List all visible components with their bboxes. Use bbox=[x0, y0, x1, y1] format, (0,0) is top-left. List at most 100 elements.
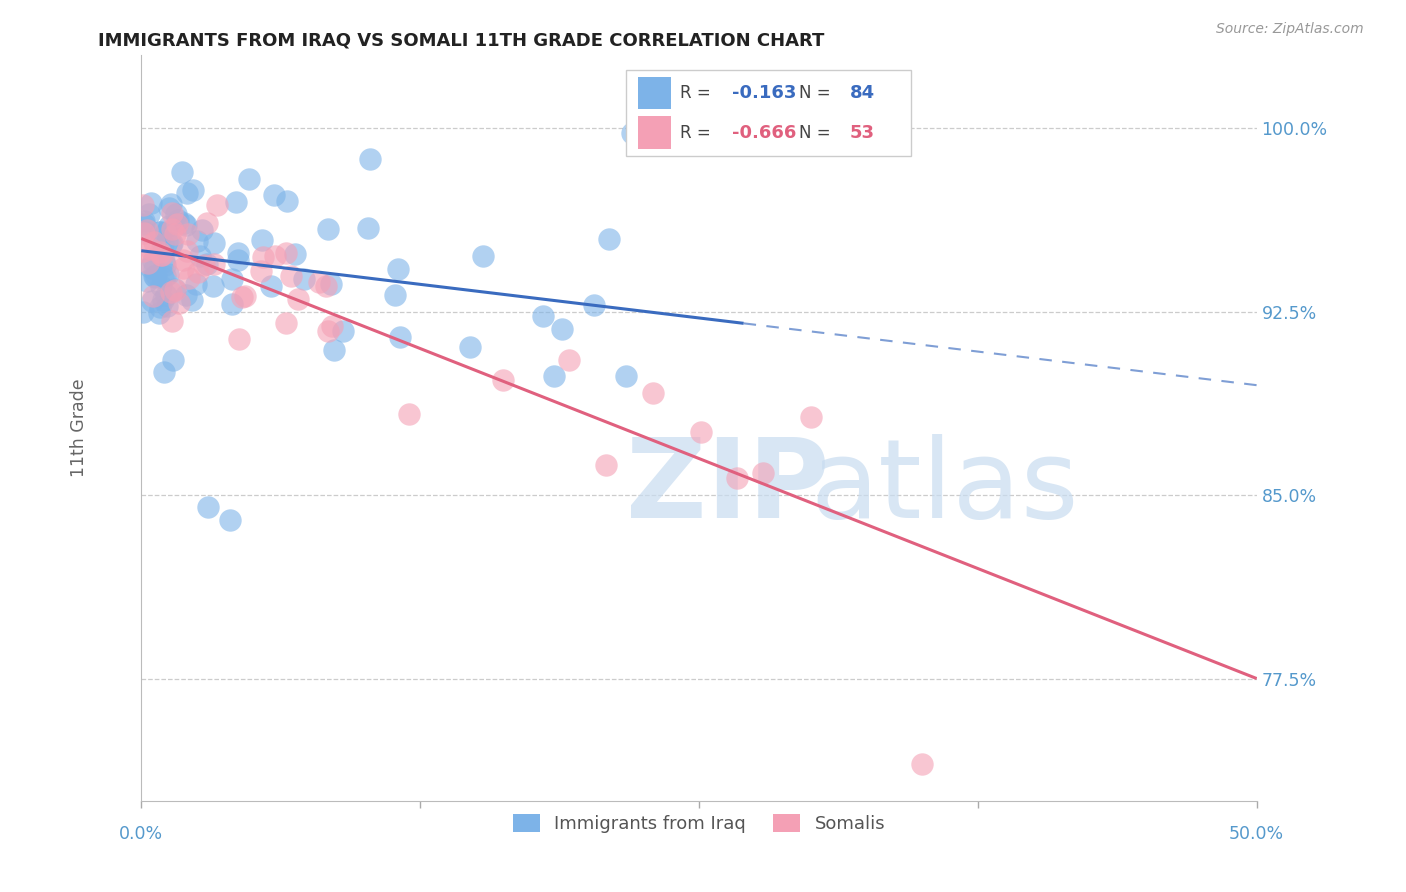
Point bbox=[238, 172, 260, 186]
Point bbox=[551, 322, 574, 336]
Point bbox=[152, 236, 174, 251]
Point bbox=[252, 250, 274, 264]
Point bbox=[160, 285, 183, 299]
Point bbox=[202, 256, 225, 270]
Point bbox=[226, 246, 249, 260]
Point bbox=[308, 275, 330, 289]
Point bbox=[471, 249, 494, 263]
Point bbox=[458, 340, 481, 354]
Point bbox=[274, 245, 297, 260]
Point bbox=[195, 215, 218, 229]
Point bbox=[176, 244, 198, 259]
Point bbox=[276, 194, 298, 208]
Point bbox=[595, 458, 617, 472]
Point bbox=[260, 278, 283, 293]
Point bbox=[221, 297, 243, 311]
Point bbox=[177, 227, 200, 241]
Point bbox=[142, 289, 165, 303]
Point bbox=[141, 293, 163, 308]
Point bbox=[142, 254, 165, 268]
Point bbox=[132, 224, 155, 238]
Point bbox=[160, 236, 183, 251]
Point bbox=[614, 368, 637, 383]
Point bbox=[799, 409, 821, 424]
Text: 53: 53 bbox=[849, 124, 875, 142]
Point bbox=[621, 127, 644, 141]
Point bbox=[157, 219, 180, 234]
Point bbox=[384, 288, 406, 302]
Point bbox=[162, 236, 184, 251]
Point bbox=[264, 249, 287, 263]
Point bbox=[911, 757, 934, 772]
Point bbox=[149, 278, 172, 293]
Text: atlas: atlas bbox=[810, 434, 1078, 541]
Point bbox=[226, 252, 249, 267]
Point bbox=[195, 257, 218, 271]
Point bbox=[197, 500, 219, 515]
Text: R =: R = bbox=[681, 84, 716, 103]
Point bbox=[219, 513, 242, 527]
Legend: Immigrants from Iraq, Somalis: Immigrants from Iraq, Somalis bbox=[506, 806, 893, 840]
Point bbox=[167, 213, 190, 227]
FancyBboxPatch shape bbox=[627, 70, 911, 156]
Point bbox=[152, 254, 174, 268]
Point bbox=[139, 243, 162, 257]
Point bbox=[148, 306, 170, 320]
Point bbox=[172, 252, 194, 267]
Point bbox=[641, 386, 664, 401]
Point bbox=[751, 466, 773, 480]
Point bbox=[145, 268, 167, 283]
Point bbox=[155, 258, 177, 272]
Point bbox=[179, 271, 201, 285]
Point bbox=[316, 222, 339, 236]
FancyBboxPatch shape bbox=[638, 116, 671, 149]
Point bbox=[134, 226, 156, 240]
Point bbox=[160, 313, 183, 327]
Point bbox=[323, 343, 346, 357]
Point bbox=[142, 261, 165, 276]
Point bbox=[359, 152, 381, 166]
Point bbox=[174, 219, 197, 233]
Point bbox=[155, 268, 177, 283]
Point bbox=[191, 223, 214, 237]
Point bbox=[167, 295, 190, 310]
Point bbox=[157, 201, 180, 215]
Text: IMMIGRANTS FROM IRAQ VS SOMALI 11TH GRADE CORRELATION CHART: IMMIGRANTS FROM IRAQ VS SOMALI 11TH GRAD… bbox=[98, 31, 825, 49]
Point bbox=[150, 248, 173, 262]
Text: 50.0%: 50.0% bbox=[1229, 825, 1284, 843]
Text: -0.163: -0.163 bbox=[733, 84, 797, 103]
Point bbox=[149, 247, 172, 261]
Point bbox=[152, 271, 174, 285]
Point bbox=[294, 272, 316, 286]
Point bbox=[143, 269, 166, 284]
Point bbox=[166, 217, 188, 231]
Point bbox=[725, 471, 748, 485]
Point bbox=[132, 198, 155, 212]
Point bbox=[165, 227, 187, 242]
Text: 11th Grade: 11th Grade bbox=[70, 379, 87, 477]
Point bbox=[187, 265, 209, 279]
Point bbox=[160, 196, 183, 211]
Point bbox=[155, 288, 177, 302]
Point bbox=[205, 197, 228, 211]
Point bbox=[221, 272, 243, 286]
Text: Source: ZipAtlas.com: Source: ZipAtlas.com bbox=[1216, 22, 1364, 37]
Point bbox=[160, 206, 183, 220]
Point bbox=[280, 268, 302, 283]
Point bbox=[319, 277, 342, 291]
Point bbox=[149, 225, 172, 239]
Point bbox=[157, 268, 180, 282]
Point bbox=[228, 332, 250, 346]
Point bbox=[531, 309, 554, 323]
Point bbox=[148, 225, 170, 239]
Point bbox=[173, 216, 195, 230]
Point bbox=[283, 246, 305, 260]
Text: N =: N = bbox=[800, 84, 837, 103]
Point bbox=[193, 258, 215, 272]
Point bbox=[132, 244, 155, 258]
Point bbox=[160, 221, 183, 235]
Point bbox=[398, 407, 420, 421]
Text: 0.0%: 0.0% bbox=[120, 825, 163, 843]
Text: ZIP: ZIP bbox=[627, 434, 830, 541]
Point bbox=[388, 330, 411, 344]
